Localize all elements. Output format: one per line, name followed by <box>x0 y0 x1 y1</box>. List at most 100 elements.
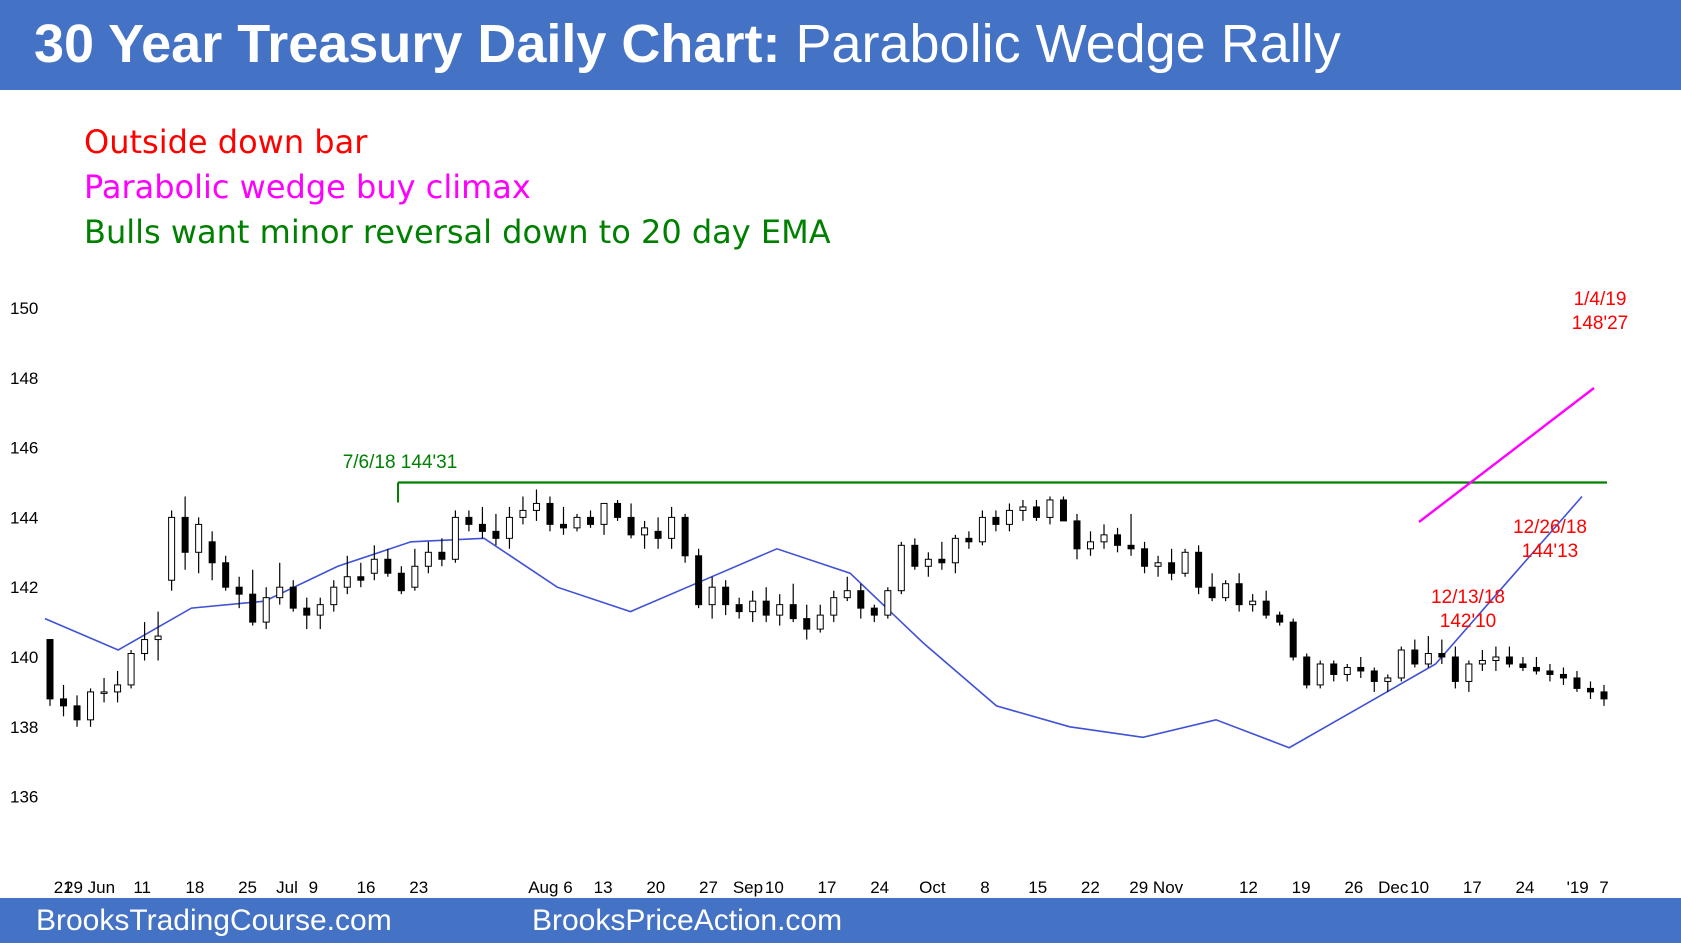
y-tick-label-150: 150 <box>10 299 38 318</box>
candle-body <box>1168 562 1176 574</box>
candle-body <box>168 516 176 581</box>
candle-body <box>411 565 419 588</box>
resistance-label: 7/6/18 144'31 <box>343 452 458 473</box>
candle-body <box>614 502 622 518</box>
candle-body <box>1384 677 1392 682</box>
x-tick-label: 24 <box>870 878 889 897</box>
candle-body <box>438 551 446 560</box>
note-bulls-want: Bulls want minor reversal down to 20 day… <box>84 213 831 251</box>
candle-body <box>559 523 567 529</box>
candle-body <box>60 698 68 707</box>
note-outside-down-bar: Outside down bar <box>84 123 368 161</box>
candle-body <box>1262 600 1270 616</box>
x-tick-label: Sep <box>733 878 763 897</box>
x-tick-label: 29 Nov <box>1129 878 1183 897</box>
ema-20-line <box>44 495 1583 749</box>
candle-body <box>600 502 608 525</box>
candle-body <box>965 537 973 543</box>
candle-body <box>924 558 932 567</box>
candle-body <box>343 576 351 588</box>
candle-body <box>478 523 486 532</box>
price-annotation: 12/13/18 <box>1431 587 1505 608</box>
x-tick-label: 16 <box>357 878 376 897</box>
candle-body <box>897 544 905 592</box>
candle-body <box>722 586 730 606</box>
x-tick-label: 25 <box>238 878 257 897</box>
candle-body <box>235 586 243 595</box>
x-tick-label: Aug 6 <box>528 878 572 897</box>
candle-body <box>100 691 108 694</box>
candle-body <box>1397 649 1405 679</box>
candle-body <box>1087 541 1095 550</box>
x-tick-label: 12 <box>1239 878 1258 897</box>
candle-body <box>397 572 405 592</box>
candle-body <box>1222 583 1230 599</box>
x-tick-label: 27 <box>699 878 718 897</box>
candle-body <box>451 516 459 560</box>
candle-body <box>276 586 284 599</box>
x-tick-label: 17 <box>818 878 837 897</box>
y-tick-label-140: 140 <box>10 648 38 667</box>
x-tick-label: 8 <box>980 878 989 897</box>
candle-body <box>695 555 703 606</box>
candle-body <box>1154 562 1162 567</box>
candle-body <box>654 530 662 539</box>
candle-body <box>46 639 54 700</box>
candle-body <box>1073 520 1081 550</box>
y-tick-label-142: 142 <box>10 578 38 597</box>
candle-body <box>668 516 676 539</box>
candle-body <box>1059 499 1067 522</box>
x-tick-label: 17 <box>1463 878 1482 897</box>
candle-body <box>249 593 257 623</box>
x-tick-label: Dec <box>1378 878 1409 897</box>
candle-body <box>1532 666 1540 672</box>
candle-body <box>789 604 797 620</box>
chart-title-bold: 30 Year Treasury Daily Chart: <box>34 14 781 74</box>
candle-body <box>208 541 216 564</box>
candle-body <box>1019 506 1027 511</box>
x-tick-label: 20 <box>646 878 665 897</box>
candle-body <box>681 516 689 557</box>
candle-body <box>330 586 338 606</box>
candle-body <box>384 558 392 574</box>
candle-body <box>776 604 784 616</box>
price-annotation: 142'10 <box>1440 611 1496 632</box>
candle-body <box>532 502 540 511</box>
candle-body <box>573 516 581 529</box>
x-tick-label: 15 <box>1028 878 1047 897</box>
candle-body <box>708 586 716 606</box>
candle-body <box>492 530 500 539</box>
price-annotation: 148'27 <box>1572 313 1628 334</box>
candle-body <box>114 684 122 693</box>
y-tick-label-144: 144 <box>10 508 38 527</box>
candle-body <box>1289 621 1297 658</box>
candle-body <box>1032 506 1040 518</box>
x-tick-label: 21 <box>54 878 73 897</box>
candle-body <box>1411 649 1419 665</box>
candle-body <box>1141 548 1149 567</box>
x-tick-label: Oct <box>919 878 946 897</box>
candle-body <box>992 516 1000 525</box>
candle-body <box>1330 663 1338 675</box>
candle-body <box>1276 614 1284 623</box>
x-tick-label: 18 <box>185 878 204 897</box>
x-tick-label: 11 <box>133 878 151 897</box>
candle-body <box>1303 656 1311 686</box>
candle-body <box>289 586 297 609</box>
candle-body <box>1478 659 1486 665</box>
candle-body <box>857 590 865 609</box>
y-tick-label-146: 146 <box>10 439 38 458</box>
candle-body <box>546 502 554 525</box>
candle-body <box>154 635 162 641</box>
chart-title-rest: Parabolic Wedge Rally <box>795 14 1341 74</box>
candle-body <box>830 597 838 616</box>
x-tick-label: 23 <box>409 878 428 897</box>
candle-body <box>1438 653 1446 658</box>
candle-body <box>519 509 527 518</box>
x-tick-label: 29 Jun <box>64 878 115 897</box>
candle-body <box>843 590 851 599</box>
x-tick-label: Jul <box>276 878 298 897</box>
footer-left-site: BrooksTradingCourse.com <box>36 904 392 937</box>
candle-body <box>1505 656 1513 665</box>
